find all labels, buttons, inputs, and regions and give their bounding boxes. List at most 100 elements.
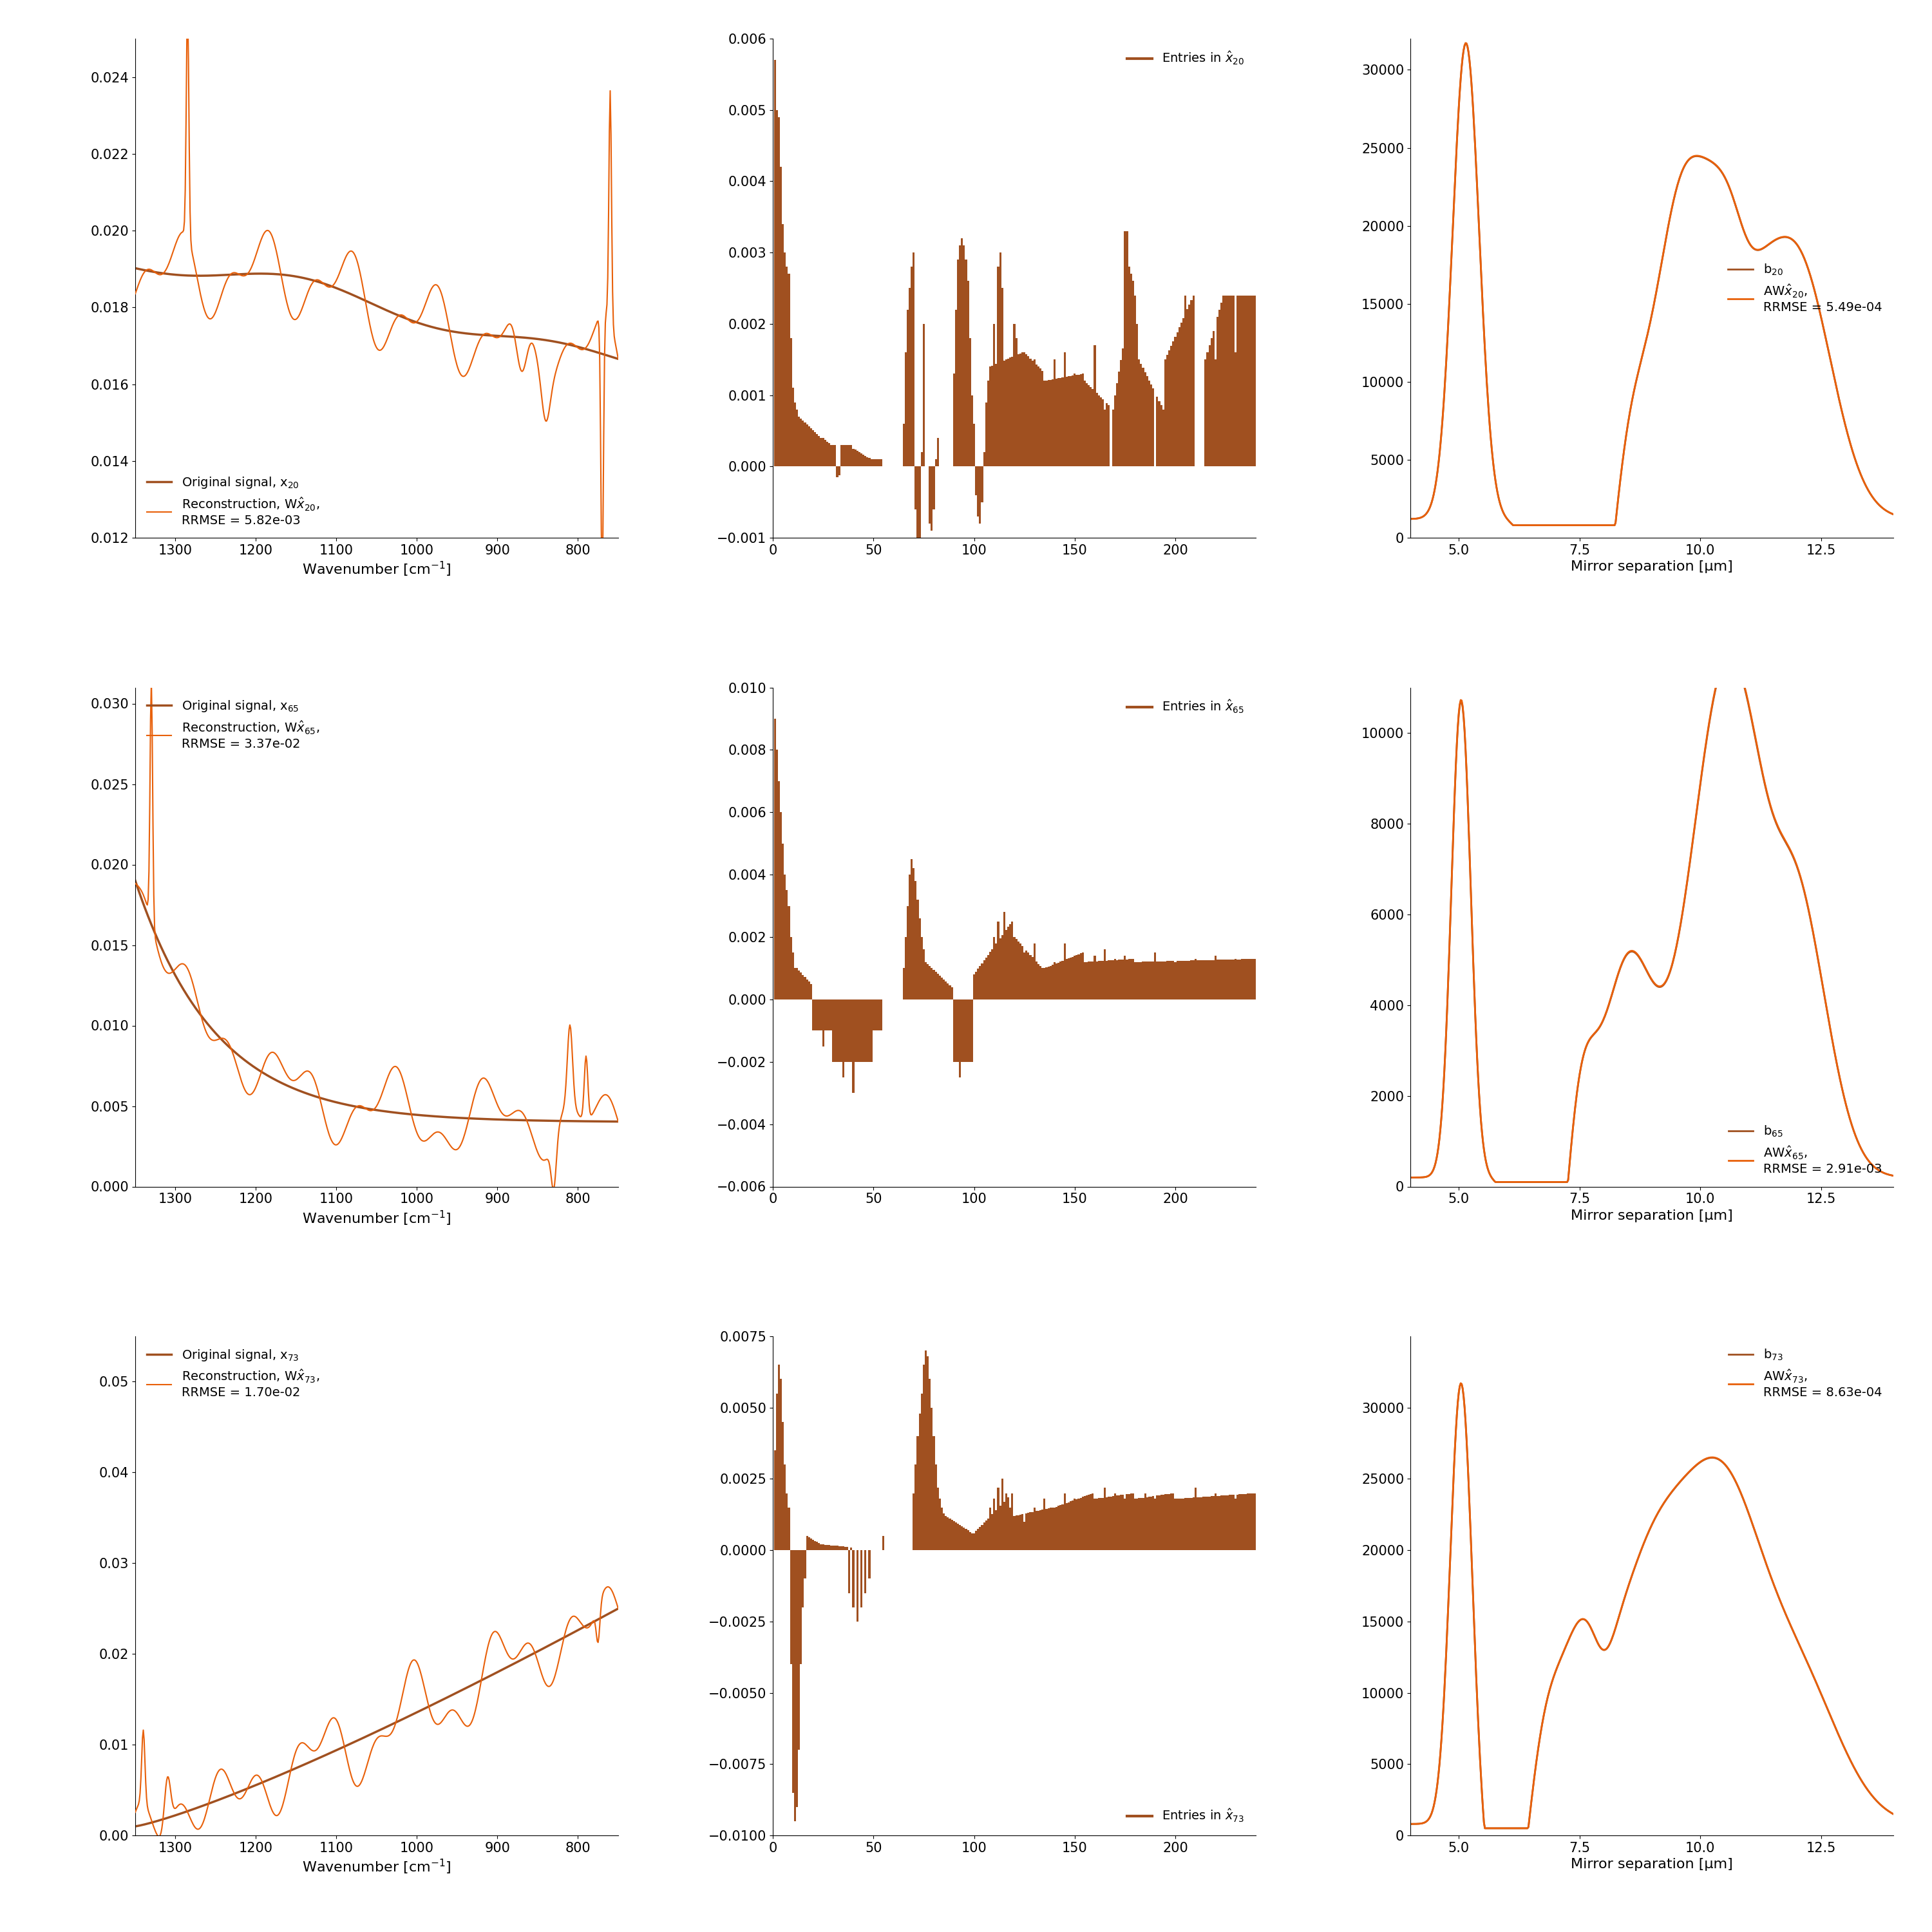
Bar (945, 981, 947, 999)
Bar (1148, 1497, 1150, 1549)
Bar (1041, 968, 1043, 999)
AW$\hat{x}_{65}$,
RRMSE = 2.91e-03 (1882, 1165, 1905, 1188)
Bar (1001, 1478, 1003, 1549)
Bar (910, 860, 912, 999)
Bar (989, 367, 991, 466)
Bar (838, 466, 840, 475)
Bar (1115, 396, 1117, 466)
Bar (993, 937, 995, 999)
Bar (1107, 1497, 1109, 1549)
Bar (808, 1538, 810, 1549)
Bar (1068, 1503, 1070, 1549)
Bar (852, 1549, 854, 1607)
Bar (1121, 960, 1122, 999)
Bar (1225, 960, 1227, 999)
Bar (1086, 962, 1088, 999)
Bar (1065, 352, 1066, 466)
Bar (922, 452, 923, 466)
Bar (1171, 346, 1173, 466)
Bar (1206, 1497, 1209, 1549)
Bar (980, 1526, 981, 1549)
AW$\hat{x}_{20}$,
RRMSE = 5.49e-04 (1399, 508, 1422, 531)
Bar (1043, 381, 1045, 466)
Bar (1012, 1517, 1016, 1549)
Bar (784, 875, 786, 999)
Bar (1119, 371, 1121, 466)
Bar (1030, 1513, 1032, 1549)
Bar (871, 999, 873, 1063)
Bar (1103, 1488, 1105, 1549)
Bar (999, 253, 1001, 466)
Bar (952, 1520, 954, 1549)
Bar (1080, 1497, 1082, 1549)
Bar (945, 1517, 947, 1549)
Bar (1076, 1499, 1078, 1549)
Line: AW$\hat{x}_{73}$,
RRMSE = 8.63e-04: AW$\hat{x}_{73}$, RRMSE = 8.63e-04 (1410, 1383, 1893, 1828)
Bar (1034, 359, 1036, 466)
Bar (1130, 958, 1132, 999)
Bar (1211, 960, 1213, 999)
Bar (1020, 354, 1022, 466)
Bar (827, 442, 829, 466)
Bar (1053, 1507, 1055, 1549)
Bar (837, 466, 838, 477)
Bar (1055, 379, 1057, 466)
AW$\hat{x}_{65}$,
RRMSE = 2.91e-03 (1797, 896, 1820, 920)
Bar (962, 245, 964, 466)
AW$\hat{x}_{65}$,
RRMSE = 2.91e-03 (1687, 782, 1710, 806)
Bar (1086, 1495, 1088, 1549)
Bar (974, 974, 976, 999)
Bar (1167, 960, 1169, 999)
Bar (1163, 1495, 1165, 1549)
Bar (1229, 296, 1231, 466)
Bar (864, 999, 866, 1063)
Bar (1173, 342, 1175, 466)
Bar (1028, 1513, 1030, 1549)
Bar (1252, 1493, 1254, 1549)
Bar (1043, 1499, 1045, 1549)
Bar (1088, 962, 1090, 999)
AW$\hat{x}_{20}$,
RRMSE = 5.49e-04 (1662, 189, 1685, 213)
Bar (850, 1548, 852, 1549)
Bar (1180, 1499, 1182, 1549)
Bar (1229, 1495, 1231, 1549)
Bar (800, 972, 802, 999)
Bar (1101, 960, 1103, 999)
Bar (987, 1519, 989, 1549)
Bar (937, 439, 939, 466)
Bar (879, 999, 881, 1030)
Bar (1109, 1497, 1113, 1549)
Bar (962, 1528, 964, 1549)
Bar (829, 1546, 831, 1549)
Bar (1198, 1497, 1200, 1549)
Bar (842, 999, 844, 1078)
b$_{20}$ (1882, 502, 1905, 526)
Bar (1157, 1495, 1161, 1549)
Line: b$_{65}$: b$_{65}$ (1410, 657, 1893, 1182)
Bar (792, 388, 794, 466)
Bar (1039, 1511, 1041, 1549)
Bar (844, 999, 846, 1063)
Bar (1057, 962, 1059, 999)
Bar (1254, 1493, 1258, 1549)
Bar (840, 444, 842, 466)
AW$\hat{x}_{65}$,
RRMSE = 2.91e-03 (1718, 643, 1741, 667)
Legend: b$_{20}$, AW$\hat{x}_{20}$,
RRMSE = 5.49e-04: b$_{20}$, AW$\hat{x}_{20}$, RRMSE = 5.49… (1723, 257, 1888, 319)
Bar (819, 1544, 823, 1549)
Bar (1057, 1505, 1059, 1549)
Bar (806, 980, 808, 999)
Bar (844, 1548, 846, 1549)
Bar (815, 1542, 817, 1549)
Bar (1188, 305, 1190, 466)
Bar (1126, 232, 1128, 466)
Bar (827, 1546, 829, 1549)
Bar (1082, 952, 1084, 999)
Bar (1219, 960, 1221, 999)
Bar (833, 444, 835, 466)
Bar (933, 1435, 935, 1549)
Bar (810, 1538, 811, 1549)
Bar (931, 466, 933, 531)
Bar (997, 1488, 999, 1549)
Bar (987, 954, 989, 999)
Bar (983, 452, 985, 466)
